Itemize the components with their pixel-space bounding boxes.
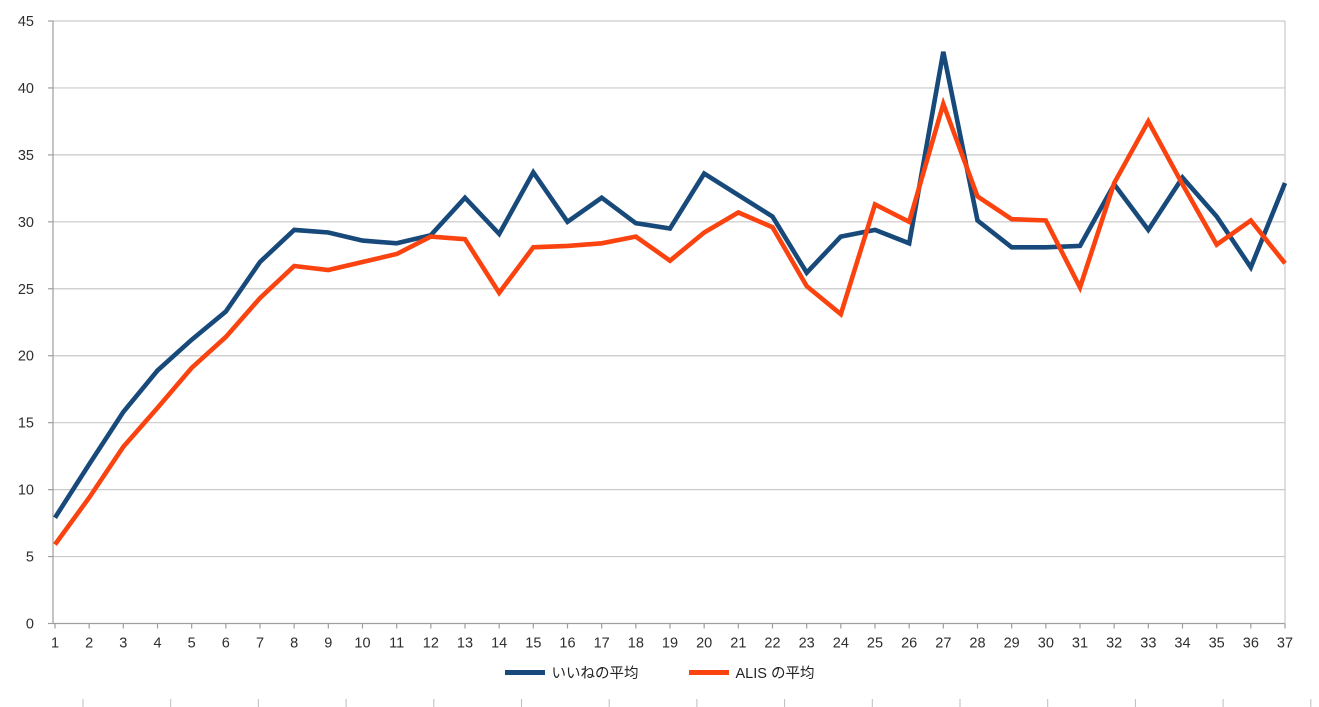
x-axis-label: 14 [491, 636, 507, 652]
x-axis-label: 9 [324, 636, 332, 652]
x-axis-label: 5 [188, 636, 196, 652]
x-axis-label: 15 [525, 636, 541, 652]
y-axis-label: 25 [18, 282, 34, 298]
series-line-1 [53, 51, 1288, 519]
y-axis-label: 35 [18, 148, 34, 164]
x-axis-label: 22 [764, 636, 780, 652]
x-axis-label: 25 [867, 636, 883, 652]
x-axis-label: 34 [1174, 636, 1190, 652]
x-axis-label: 31 [1072, 636, 1088, 652]
y-axis-label: 5 [26, 550, 34, 566]
x-axis-label: 1 [51, 636, 59, 652]
x-axis-label: 29 [1004, 636, 1020, 652]
x-axis-label: 11 [389, 636, 404, 652]
y-axis-label: 15 [18, 416, 34, 432]
x-axis-label: 8 [290, 636, 298, 652]
x-axis-label: 13 [457, 636, 473, 652]
y-axis-label: 20 [18, 349, 34, 365]
x-axis-label: 23 [799, 636, 815, 652]
x-axis-label: 3 [119, 636, 127, 652]
x-axis-label: 7 [256, 636, 264, 652]
x-axis-label: 36 [1243, 636, 1259, 652]
x-axis-label: 21 [730, 636, 746, 652]
x-axis-label: 26 [901, 636, 917, 652]
x-axis-label: 35 [1209, 636, 1225, 652]
x-axis-label: 27 [935, 636, 951, 652]
series-line-2 [53, 96, 1287, 546]
y-axis-label: 10 [18, 483, 34, 499]
x-axis-label: 20 [696, 636, 712, 652]
x-axis-label: 17 [594, 636, 610, 652]
y-axis-label: 45 [18, 14, 34, 30]
x-axis-label: 30 [1038, 636, 1054, 652]
x-axis-label: 2 [85, 636, 93, 652]
y-axis-label: 40 [18, 81, 34, 97]
x-axis-label: 6 [222, 636, 230, 652]
x-axis-label: 28 [969, 636, 985, 652]
x-axis-label: 33 [1140, 636, 1156, 652]
x-axis-label: 18 [628, 636, 644, 652]
x-axis-label: 12 [423, 636, 439, 652]
x-axis-label: 32 [1106, 636, 1122, 652]
x-axis-label: 10 [354, 636, 370, 652]
y-axis-label: 30 [18, 215, 34, 231]
x-axis-label: 4 [153, 636, 161, 652]
x-axis-label: 19 [662, 636, 678, 652]
x-axis-label: 24 [833, 636, 849, 652]
x-axis-label: 37 [1277, 636, 1293, 652]
x-axis-label: 16 [559, 636, 575, 652]
y-axis-label: 0 [26, 617, 34, 633]
